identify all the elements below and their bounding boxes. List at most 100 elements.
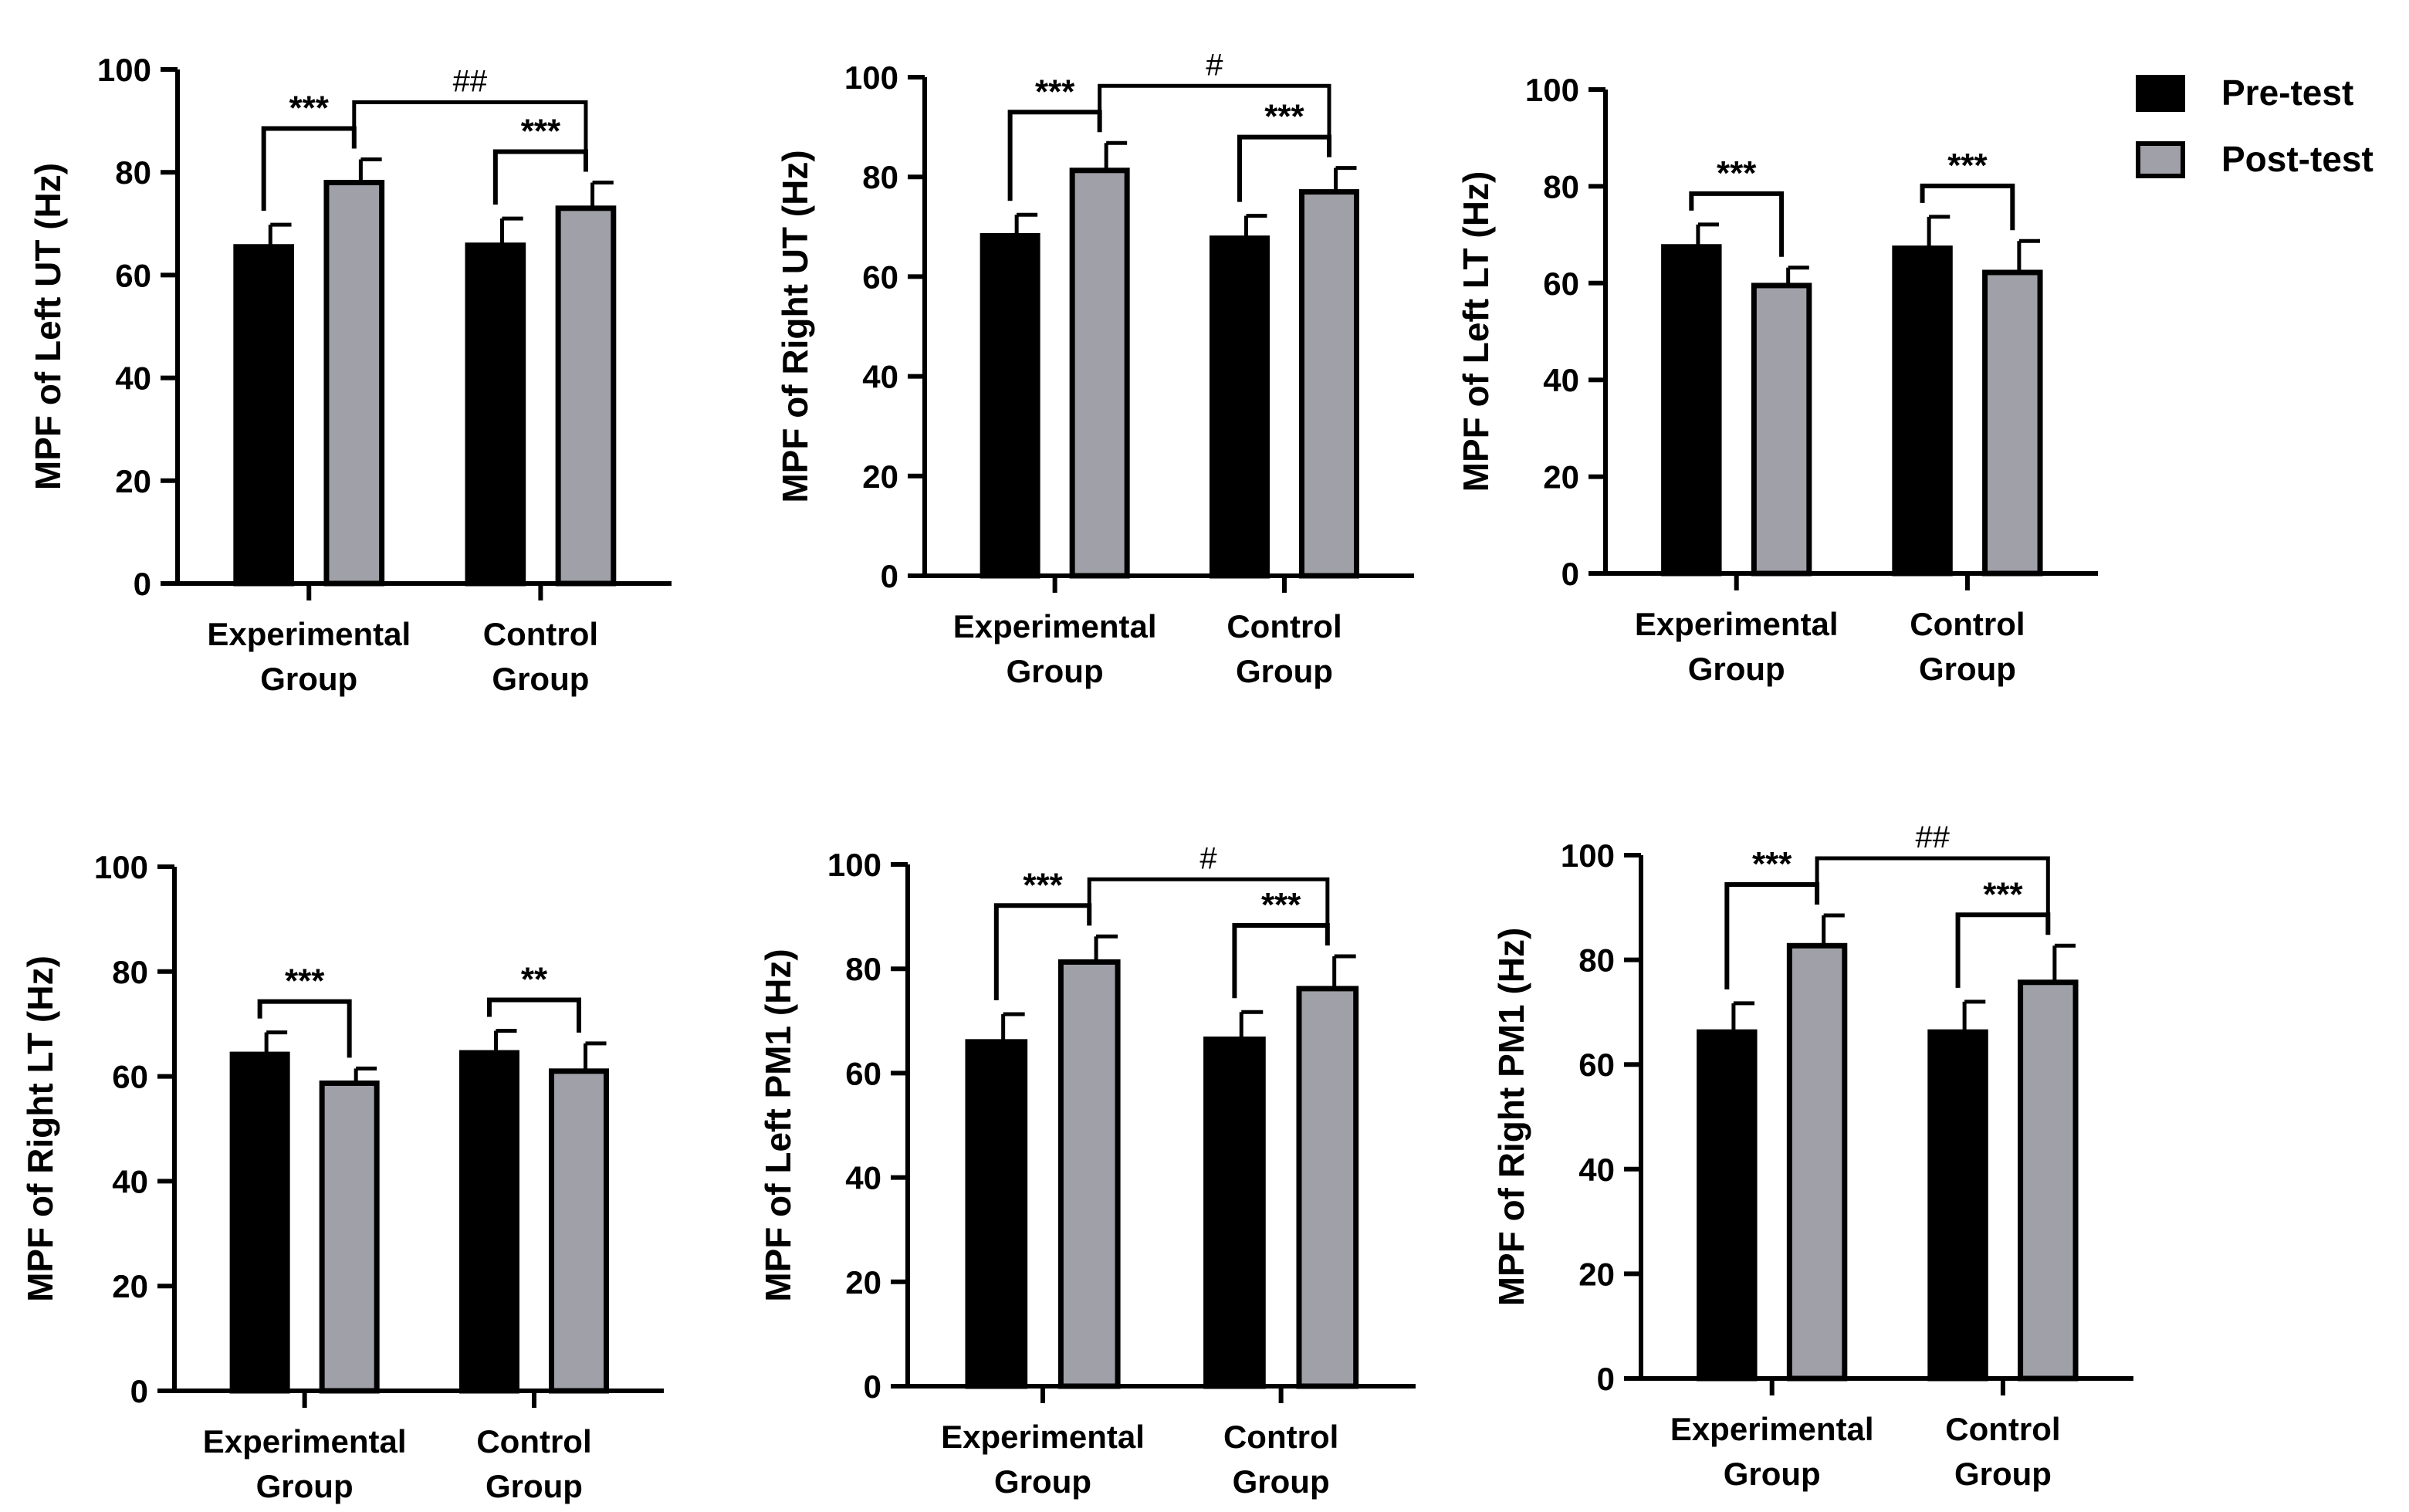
- significance-label: ***: [1947, 147, 1988, 184]
- y-tick-label: 60: [1578, 1047, 1615, 1083]
- y-tick-label: 60: [112, 1059, 148, 1095]
- y-tick-label: 0: [1597, 1361, 1615, 1397]
- y-tick-label: 40: [115, 360, 151, 397]
- chart-panel-4: 0 20 40 60 80 100 MPF of Right LT (Hz) Experime…: [20, 849, 664, 1504]
- pre-test-bar: [458, 1050, 519, 1394]
- significance-bracket: [261, 126, 357, 211]
- x-category-label: Control: [1945, 1411, 2060, 1447]
- post-test-bar: [1296, 986, 1359, 1389]
- post-test-bar: [555, 205, 617, 587]
- pre-test-bar: [980, 232, 1040, 579]
- x-category-label: Control: [1226, 608, 1342, 644]
- y-tick-label: 80: [862, 159, 898, 195]
- pre-test-bar: [965, 1039, 1028, 1389]
- x-category-label: Control: [476, 1423, 591, 1460]
- x-category-label: Group: [1233, 1463, 1330, 1500]
- y-tick-label: 60: [115, 257, 151, 293]
- x-category-label: Group: [1724, 1456, 1821, 1492]
- significance-bracket: [486, 997, 582, 1033]
- x-category-label: Experimental: [203, 1423, 407, 1460]
- y-axis-title: MPF of Left UT (Hz): [28, 163, 68, 490]
- pre-test-bar: [465, 242, 526, 587]
- x-category-label: Group: [1954, 1456, 2052, 1492]
- significance-label: ***: [1264, 98, 1304, 136]
- y-axis-title: MPF of Right UT (Hz): [775, 150, 815, 502]
- significance-bracket: [1689, 191, 1785, 257]
- pre-test-bar: [229, 1051, 290, 1394]
- significance-label: ***: [1983, 875, 2023, 913]
- legend-label-pre-test: Pre-test: [2221, 73, 2353, 113]
- y-tick-label: 0: [1561, 556, 1579, 592]
- y-tick-label: 60: [1543, 266, 1579, 302]
- pre-test-bar: [1203, 1036, 1266, 1389]
- y-tick-label: 100: [1525, 72, 1579, 108]
- y-tick-label: 100: [827, 847, 881, 883]
- y-tick-label: 80: [845, 951, 881, 987]
- y-tick-label: 0: [134, 566, 151, 602]
- significance-bracket: [1955, 912, 2051, 988]
- y-tick-label: 20: [845, 1264, 881, 1301]
- significance-label: ***: [1035, 73, 1075, 110]
- post-test-bar: [323, 180, 385, 587]
- y-tick-label: 60: [862, 259, 898, 295]
- pre-test-bar: [1697, 1029, 1758, 1382]
- significance-label: ***: [285, 962, 325, 1000]
- legend-label-post-test: Post-test: [2221, 139, 2373, 179]
- y-tick-label: 100: [844, 59, 898, 96]
- y-tick-label: 40: [1578, 1152, 1615, 1188]
- significance-bracket: [257, 999, 352, 1058]
- significance-bracket: [1724, 881, 1820, 989]
- y-tick-label: 80: [112, 954, 148, 990]
- y-tick-label: 80: [1578, 942, 1615, 979]
- between-group-label: #: [1206, 48, 1223, 82]
- between-group-bracket: [1098, 83, 1331, 137]
- significance-bracket: [492, 149, 588, 205]
- y-tick-label: 100: [94, 849, 148, 885]
- post-test-bar: [1057, 959, 1121, 1389]
- legend-swatch-post-test: [2136, 141, 2185, 178]
- post-test-bar: [2018, 979, 2079, 1382]
- significance-label: ***: [1261, 886, 1301, 924]
- y-axis-title: MPF of Left PM1 (Hz): [758, 949, 798, 1301]
- y-tick-label: 20: [112, 1268, 148, 1304]
- significance-bracket: [1232, 922, 1330, 999]
- post-test-bar: [1982, 269, 2043, 577]
- y-tick-label: 20: [1578, 1256, 1615, 1292]
- post-test-bar: [319, 1080, 380, 1394]
- chart-panel-1: 0 20 40 60 80 100 MPF of Left UT (Hz) Experimen…: [28, 52, 672, 697]
- pre-test-bar: [1209, 235, 1270, 579]
- y-tick-label: 40: [845, 1160, 881, 1196]
- between-group-bracket: [1087, 877, 1330, 925]
- chart-panel-3: 0 20 40 60 80 100 MPF of Left LT (Hz) Experimen…: [1456, 72, 2098, 687]
- pre-test-bar: [1927, 1029, 1988, 1382]
- x-category-label: Group: [994, 1463, 1091, 1500]
- y-tick-label: 20: [1543, 459, 1579, 496]
- legend-swatch-pre-test: [2136, 75, 2185, 112]
- significance-label: **: [521, 961, 548, 999]
- y-tick-label: 80: [115, 154, 151, 191]
- y-tick-label: 40: [112, 1163, 148, 1199]
- y-tick-label: 40: [862, 359, 898, 395]
- significance-label: ***: [521, 113, 561, 151]
- post-test-bar: [1298, 189, 1360, 579]
- between-group-label: ##: [453, 65, 488, 99]
- post-test-bar: [1069, 167, 1130, 579]
- between-group-bracket: [352, 100, 588, 152]
- significance-bracket: [993, 903, 1092, 1001]
- between-group-bracket: [1815, 856, 2050, 915]
- post-test-bar: [1751, 282, 1812, 577]
- y-tick-label: 40: [1543, 362, 1579, 398]
- chart-panel-5: 0 20 40 60 80 100 MPF of Left PM1 (Hz) Experime…: [758, 841, 1416, 1500]
- x-category-label: Group: [1919, 651, 2016, 687]
- y-tick-label: 20: [862, 458, 898, 495]
- y-axis-title: MPF of Right PM1 (Hz): [1491, 928, 1531, 1307]
- x-category-label: Group: [260, 661, 357, 697]
- post-test-bar: [1786, 942, 1848, 1382]
- y-tick-label: 100: [1561, 837, 1615, 874]
- y-axis-title: MPF of Right LT (Hz): [20, 956, 60, 1302]
- x-category-label: Control: [1910, 606, 2025, 642]
- y-axis-title: MPF of Left LT (Hz): [1456, 171, 1496, 492]
- legend: Pre-test Post-test: [2136, 73, 2373, 179]
- chart-panel-6: 0 20 40 60 80 100 MPF of Right PM1 (Hz) Experim…: [1491, 820, 2133, 1492]
- x-category-label: Group: [256, 1468, 354, 1504]
